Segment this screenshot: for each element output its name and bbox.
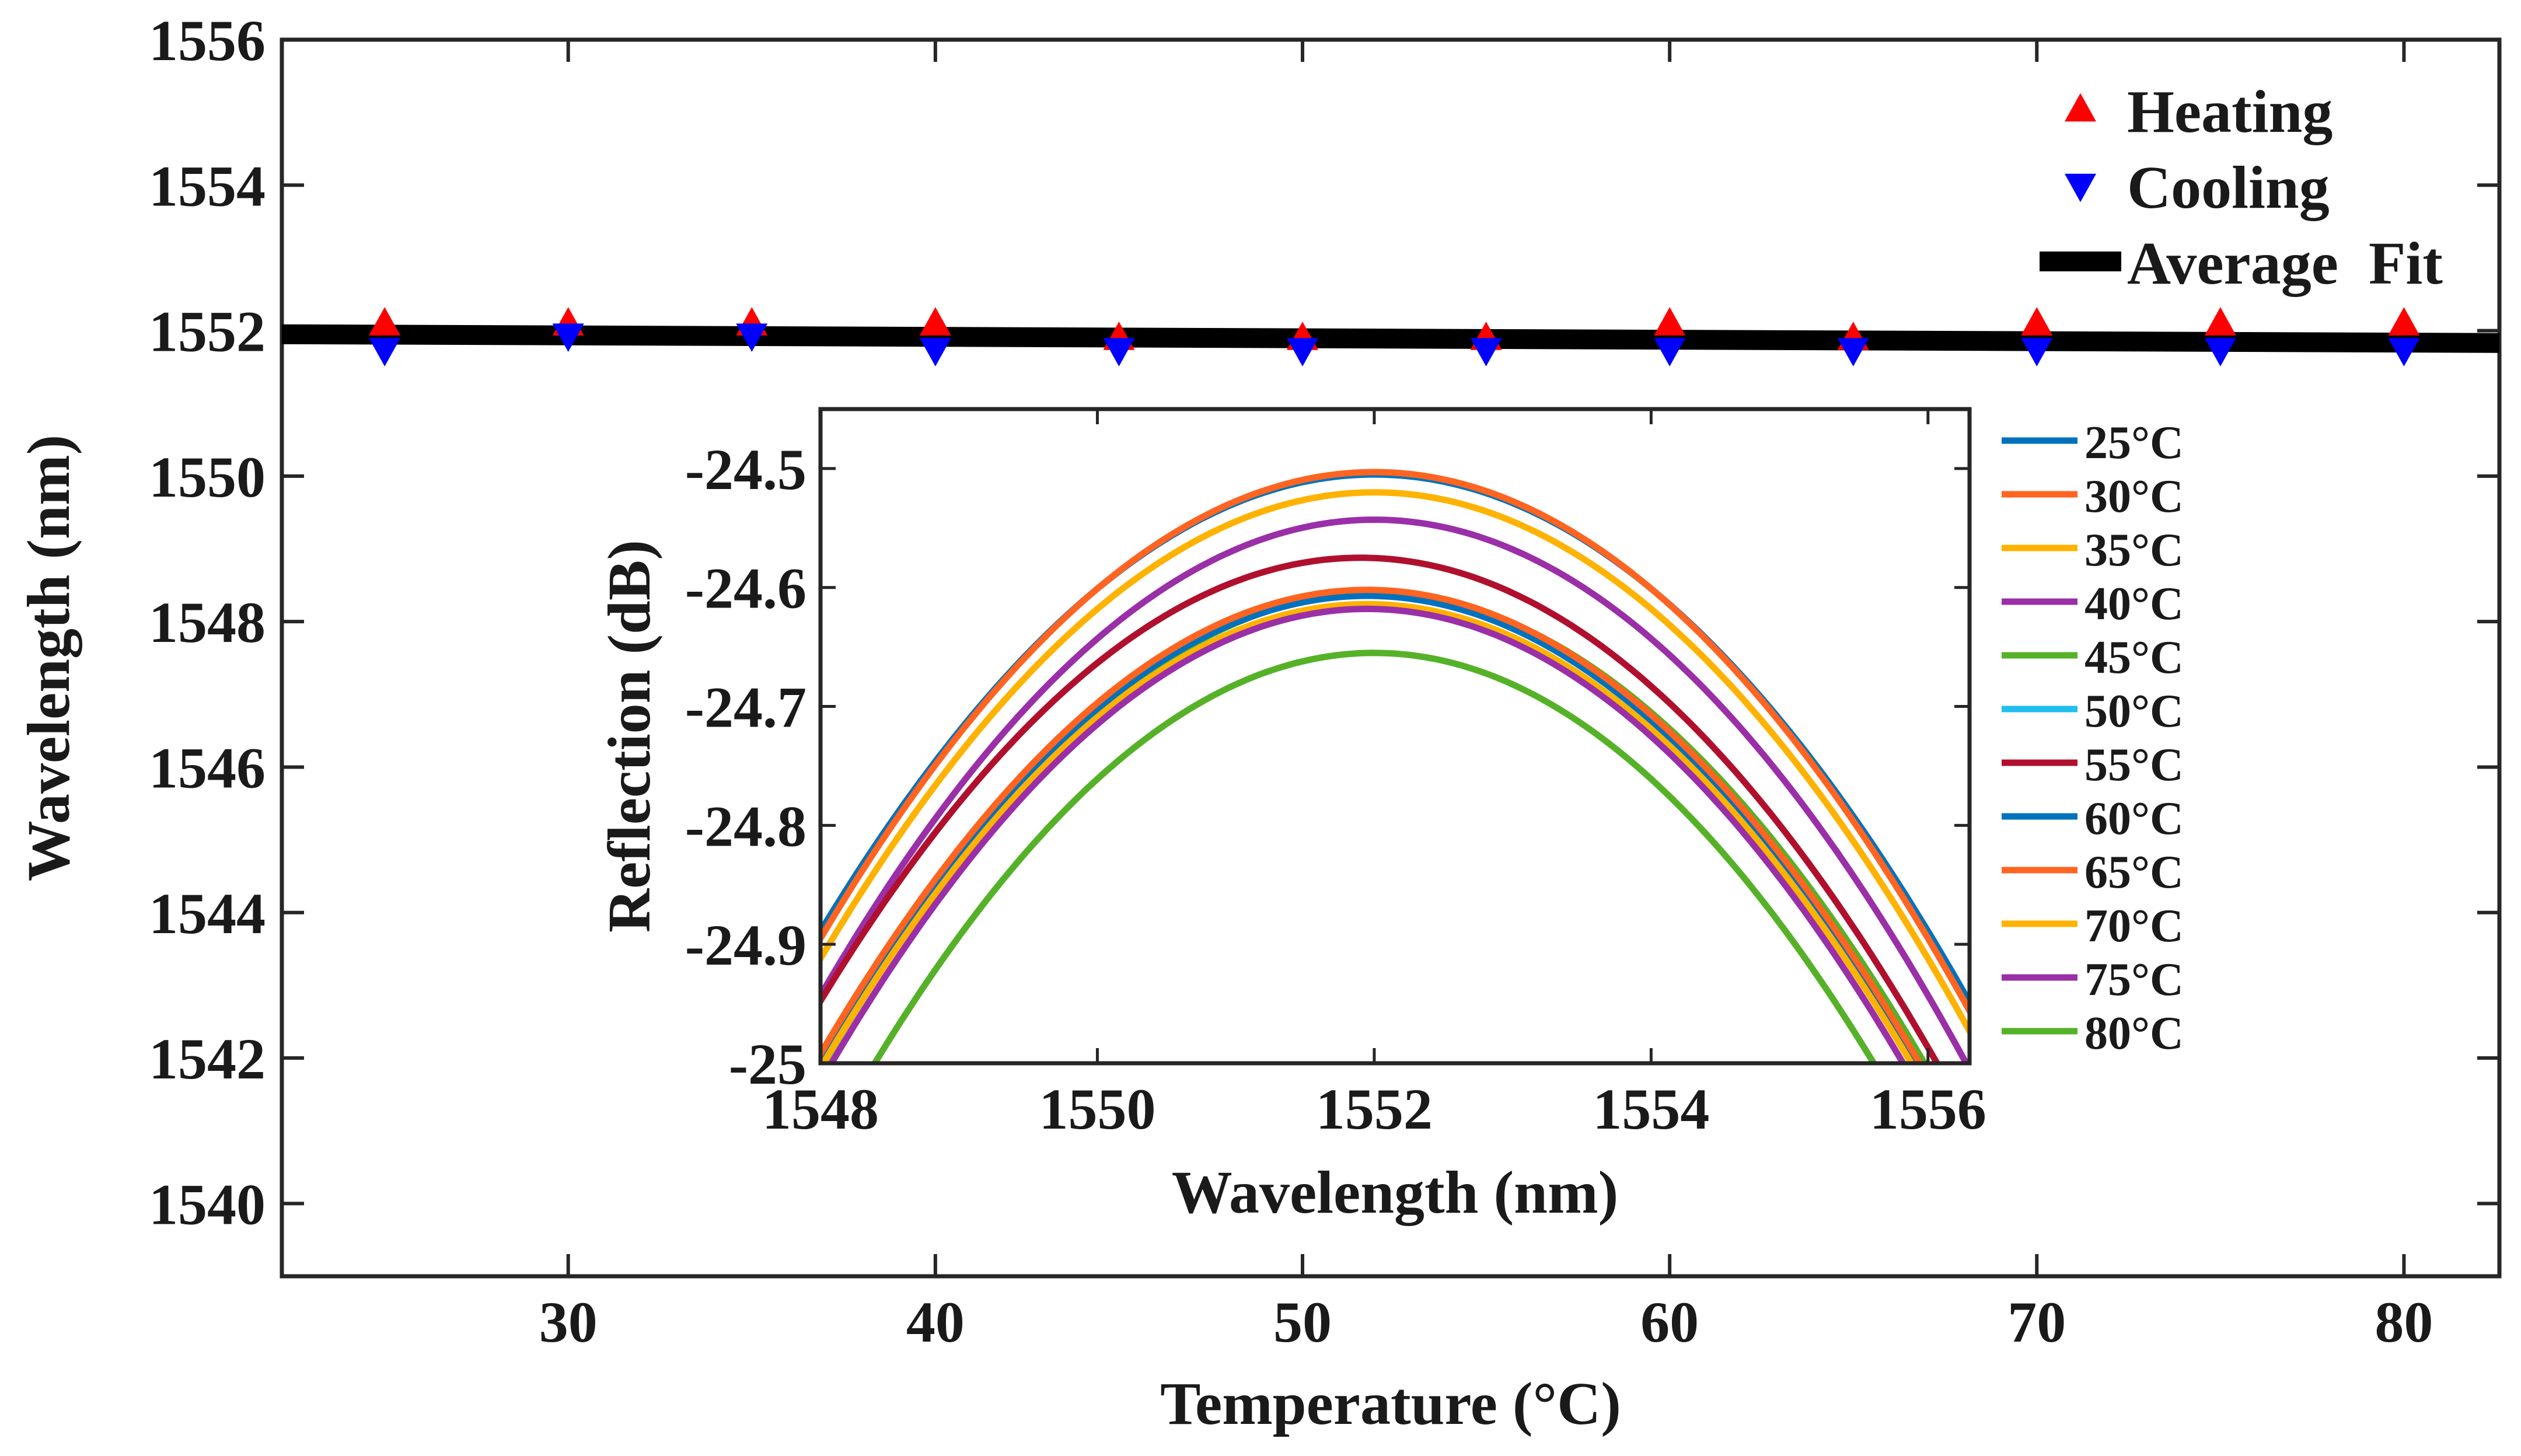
- inset-curves: [820, 469, 1970, 1063]
- cooling-point: [552, 323, 584, 352]
- cooling-point: [369, 338, 401, 366]
- inset-curve-55c: [820, 554, 1941, 1063]
- inset-x-tick-label: 1548: [762, 1077, 879, 1141]
- cooling-point: [919, 338, 951, 366]
- cooling-point: [1470, 338, 1502, 366]
- main-x-tick-label: 60: [1640, 1290, 1699, 1354]
- legend-heating-marker: [2065, 93, 2096, 122]
- main-y-axis-label: Wavelength (nm): [15, 435, 82, 882]
- main-y-tick-label: 1542: [149, 1026, 266, 1091]
- inset-legend-label: 75°C: [2084, 954, 2184, 1005]
- legend-heating-label: Heating: [2127, 78, 2333, 145]
- cooling-point: [736, 323, 768, 352]
- inset-x-tick-label: 1550: [1039, 1077, 1155, 1141]
- heating-point: [2388, 307, 2420, 336]
- heating-point: [2204, 307, 2236, 336]
- inset-curve-75c: [827, 605, 1907, 1063]
- cooling-point: [1654, 338, 1686, 366]
- inset-y-tick-label: -24.7: [685, 675, 806, 740]
- cooling-point: [2204, 338, 2236, 366]
- inset-legend-label: 25°C: [2084, 417, 2184, 469]
- inset-y-tick-label: -25: [729, 1032, 806, 1097]
- heating-point: [919, 307, 951, 336]
- inset-legend: 25°C30°C35°C40°C45°C50°C55°C60°C65°C70°C…: [2002, 417, 2184, 1059]
- inset-legend-label: 40°C: [2084, 578, 2184, 630]
- inset-x-tick-label: 1554: [1593, 1077, 1709, 1141]
- inset-x-tick-label: 1556: [1870, 1077, 1986, 1141]
- cooling-point: [1103, 338, 1135, 366]
- cooling-point: [2021, 338, 2053, 366]
- cooling-point: [2388, 338, 2420, 366]
- legend-cooling-marker: [2065, 173, 2096, 202]
- inset-x-tick-label: 1552: [1316, 1077, 1433, 1141]
- cooling-point: [1837, 338, 1869, 366]
- main-x-tick-label: 80: [2375, 1290, 2433, 1354]
- inset-curve-30c: [820, 469, 1970, 1018]
- main-y-tick-label: 1540: [149, 1172, 266, 1237]
- inset-y-tick-label: -24.8: [685, 794, 806, 858]
- inset-plot-frame: [818, 407, 1972, 1066]
- heating-point: [369, 307, 401, 336]
- main-legend: Heating Cooling Average Fit: [2040, 78, 2443, 297]
- main-x-tick-label: 50: [1273, 1290, 1332, 1354]
- inset-y-tick-label: -24.5: [685, 437, 806, 502]
- inset-y-tick-label: -24.6: [685, 556, 806, 621]
- main-plot-frame: [280, 37, 2502, 1279]
- main-y-tick-label: 1546: [149, 735, 266, 800]
- main-y-tick-label: 1550: [149, 445, 266, 509]
- inset-legend-label: 60°C: [2084, 793, 2184, 844]
- average-fit-line: [281, 324, 2500, 353]
- inset-legend-label: 80°C: [2084, 1008, 2184, 1059]
- main-x-axis-label: Temperature (°C): [1160, 1370, 1621, 1437]
- main-y-tick-label: 1548: [149, 590, 266, 655]
- inset-curve-80c: [871, 650, 1878, 1063]
- main-y-tick-label: 1552: [149, 299, 266, 364]
- inset-curve-35c: [820, 489, 1970, 1038]
- inset-legend-label: 30°C: [2084, 471, 2184, 522]
- inset-curve-70c: [820, 600, 1915, 1063]
- inset-y-tick-label: -24.9: [685, 913, 806, 977]
- legend-fit-label: Average Fit: [2127, 230, 2443, 297]
- inset-curve-60c: [820, 592, 1920, 1063]
- inset-legend-label: 35°C: [2084, 525, 2184, 576]
- heating-point: [1654, 307, 1686, 336]
- inset-legend-label: 65°C: [2084, 847, 2184, 898]
- inset-curve-65c: [820, 586, 1923, 1063]
- cooling-point: [1287, 338, 1319, 366]
- inset-background: [797, 386, 2087, 1197]
- heating-point: [2021, 307, 2053, 336]
- inset-legend-label: 70°C: [2084, 900, 2184, 952]
- legend-cooling-label: Cooling: [2127, 154, 2330, 221]
- main-y-tick-label: 1544: [149, 881, 266, 946]
- main-chart: 30 40 50 60 70 80 1540 1542 1544 1546 1548 1550 1552…: [15, 8, 2502, 1437]
- main-x-tick-label: 40: [906, 1290, 965, 1354]
- main-y-tick-label: 1554: [149, 153, 266, 218]
- main-x-tick-label: 30: [539, 1290, 598, 1354]
- inset-curve-40c: [820, 516, 1970, 1063]
- inset-legend-label: 50°C: [2084, 686, 2184, 737]
- inset-y-axis-label: Reflection (dB): [596, 540, 663, 933]
- inset-legend-label: 45°C: [2084, 632, 2184, 683]
- inset-x-axis-label: Wavelength (nm): [1172, 1159, 1619, 1226]
- main-x-tick-label: 70: [2007, 1290, 2066, 1354]
- inset-chart: 1548 1550 1552 1554 1556 -24.5 -24.6 -24.7 -24.8…: [596, 386, 2184, 1226]
- inset-legend-label: 55°C: [2084, 739, 2184, 791]
- main-y-tick-label: 1556: [149, 8, 266, 73]
